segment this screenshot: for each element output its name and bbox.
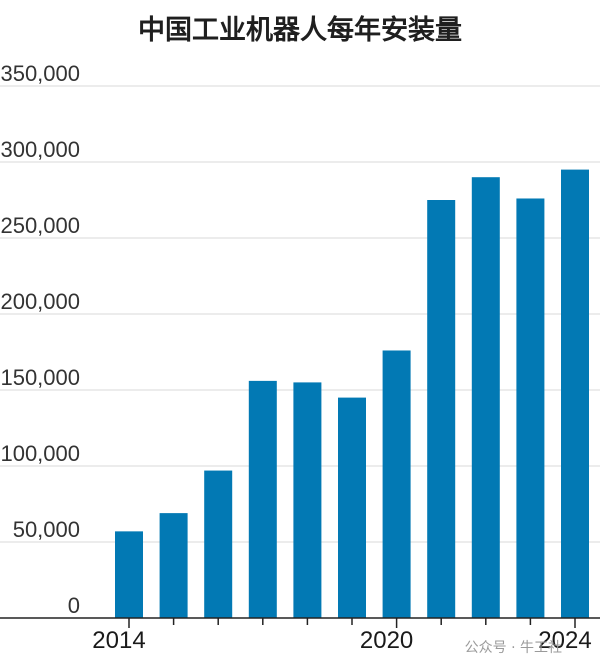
bar (427, 200, 456, 618)
x-tick-label: 2024 (538, 627, 591, 654)
chart-title: 中国工业机器人每年安装量 (138, 15, 462, 46)
bar (115, 531, 143, 618)
bar (293, 382, 322, 618)
bars (115, 169, 589, 619)
y-tick-label: 200,000 (0, 289, 80, 314)
y-tick-label: 150,000 (0, 365, 80, 390)
y-tick-label: 250,000 (0, 213, 80, 238)
bar (516, 198, 545, 619)
watermark-text: 公众号 · 牛工社 (464, 640, 562, 656)
bar (204, 470, 233, 618)
y-tick-label: 300,000 (0, 137, 80, 162)
y-tick-label: 350,000 (0, 61, 80, 86)
bar (382, 350, 411, 618)
x-tick-label: 2014 (92, 627, 145, 654)
y-tick-label: 100,000 (0, 441, 80, 466)
bar (471, 177, 500, 618)
x-tick-label: 2020 (360, 627, 413, 654)
bar (159, 513, 188, 618)
y-axis-tick-labels: 0 50,000 100,000 150,000 200,000 250,000 300,0… (0, 61, 80, 618)
y-tick-label: 0 (68, 593, 80, 618)
x-axis (0, 617, 600, 628)
y-tick-label: 50,000 (13, 517, 80, 542)
bar (248, 380, 277, 618)
bar (338, 397, 366, 618)
bar (561, 169, 589, 618)
x-axis-tick-labels: 2014 2020 2024 (92, 627, 591, 654)
